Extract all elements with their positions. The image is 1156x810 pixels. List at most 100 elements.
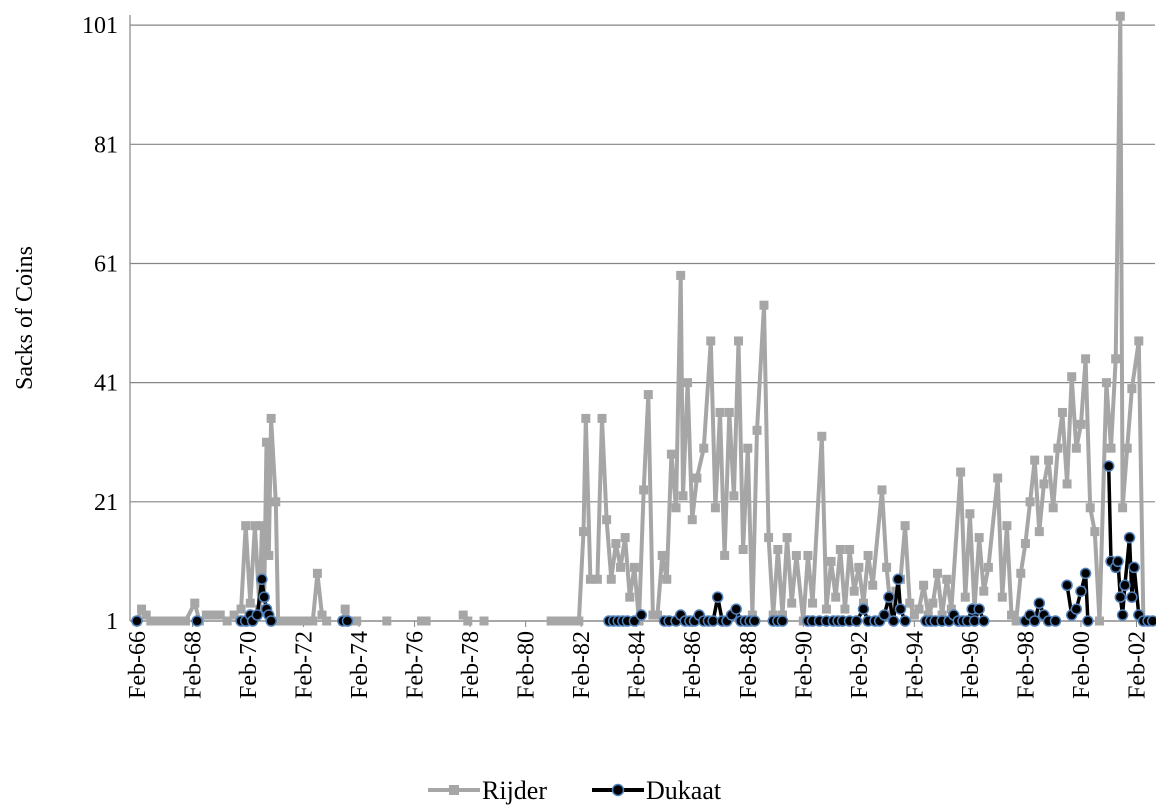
marker bbox=[208, 610, 218, 620]
marker bbox=[699, 443, 709, 453]
marker bbox=[845, 544, 855, 554]
marker bbox=[1057, 407, 1067, 417]
x-tick-label: Feb-66 bbox=[125, 631, 151, 699]
marker bbox=[257, 521, 267, 531]
marker bbox=[1061, 579, 1073, 591]
x-tick-label: Feb-84 bbox=[625, 631, 651, 699]
marker bbox=[937, 610, 947, 620]
marker bbox=[181, 616, 191, 626]
y-tick-label: 101 bbox=[82, 13, 118, 39]
marker bbox=[463, 616, 473, 626]
marker bbox=[857, 603, 870, 615]
marker bbox=[458, 610, 468, 620]
marker bbox=[877, 485, 887, 495]
y-axis-label: Sacks of Coins bbox=[12, 246, 38, 390]
marker bbox=[1028, 615, 1041, 627]
marker bbox=[1062, 479, 1072, 489]
marker bbox=[1039, 479, 1049, 489]
marker bbox=[1053, 443, 1063, 453]
x-tick-label: Feb-98 bbox=[1013, 631, 1039, 699]
x-tick-label: Feb-76 bbox=[403, 631, 429, 699]
marker bbox=[635, 609, 648, 621]
marker bbox=[1020, 539, 1030, 549]
marker bbox=[849, 586, 859, 596]
marker bbox=[301, 616, 311, 626]
marker bbox=[983, 562, 993, 572]
marker bbox=[340, 604, 350, 614]
x-tick-label: Feb-68 bbox=[180, 631, 206, 699]
marker bbox=[933, 568, 943, 578]
marker bbox=[251, 609, 264, 621]
marker bbox=[352, 616, 362, 626]
series-line bbox=[135, 14, 1153, 623]
marker bbox=[676, 270, 686, 280]
x-tick-label: Feb-92 bbox=[847, 631, 873, 699]
marker bbox=[768, 610, 778, 620]
marker bbox=[417, 616, 427, 626]
marker bbox=[1146, 615, 1156, 627]
marker bbox=[692, 473, 702, 483]
marker bbox=[1049, 615, 1062, 627]
y-tick-label: 61 bbox=[94, 251, 118, 277]
marker bbox=[821, 604, 831, 614]
marker bbox=[724, 407, 734, 417]
marker bbox=[1123, 531, 1136, 544]
y-tick-label: 1 bbox=[106, 609, 118, 635]
marker bbox=[1071, 443, 1081, 453]
marker bbox=[1114, 591, 1127, 603]
y-tick-label: 81 bbox=[94, 132, 118, 158]
marker bbox=[1081, 354, 1091, 364]
x-tick-label: Feb-74 bbox=[347, 631, 373, 699]
marker bbox=[840, 604, 850, 614]
marker bbox=[546, 616, 556, 626]
marker bbox=[993, 473, 1003, 483]
marker bbox=[174, 616, 184, 626]
marker bbox=[878, 609, 891, 621]
marker bbox=[222, 616, 232, 626]
marker bbox=[611, 539, 621, 549]
marker bbox=[1075, 585, 1087, 597]
marker bbox=[308, 616, 318, 626]
marker bbox=[946, 604, 956, 614]
marker bbox=[782, 533, 792, 543]
x-tick-label: Feb-90 bbox=[791, 631, 817, 699]
marker bbox=[979, 586, 989, 596]
marker bbox=[978, 615, 990, 627]
marker bbox=[882, 562, 892, 572]
marker bbox=[965, 509, 975, 519]
marker bbox=[894, 603, 907, 615]
marker bbox=[265, 615, 277, 627]
marker bbox=[973, 603, 985, 615]
marker bbox=[720, 550, 730, 560]
marker bbox=[1033, 597, 1046, 609]
marker bbox=[683, 378, 693, 388]
marker bbox=[266, 413, 276, 423]
marker bbox=[817, 431, 827, 441]
marker bbox=[710, 503, 720, 513]
marker bbox=[1011, 616, 1021, 626]
marker bbox=[1116, 609, 1129, 621]
marker bbox=[1106, 443, 1116, 453]
marker bbox=[421, 616, 431, 626]
marker bbox=[648, 610, 658, 620]
marker bbox=[773, 544, 783, 554]
marker bbox=[294, 616, 304, 626]
marker bbox=[671, 503, 681, 513]
marker bbox=[602, 515, 612, 525]
marker bbox=[777, 610, 787, 620]
marker bbox=[715, 407, 725, 417]
marker bbox=[341, 615, 354, 627]
marker bbox=[625, 592, 635, 602]
marker bbox=[808, 598, 818, 608]
marker bbox=[606, 574, 616, 584]
marker bbox=[287, 616, 297, 626]
marker bbox=[1085, 503, 1095, 513]
marker bbox=[748, 615, 761, 627]
x-tick-label: Feb-80 bbox=[514, 631, 540, 699]
marker bbox=[835, 544, 845, 554]
marker bbox=[1007, 610, 1017, 620]
marker bbox=[850, 615, 863, 627]
marker bbox=[245, 598, 255, 608]
marker bbox=[1127, 384, 1137, 394]
x-tick-label: Feb-88 bbox=[736, 631, 762, 699]
